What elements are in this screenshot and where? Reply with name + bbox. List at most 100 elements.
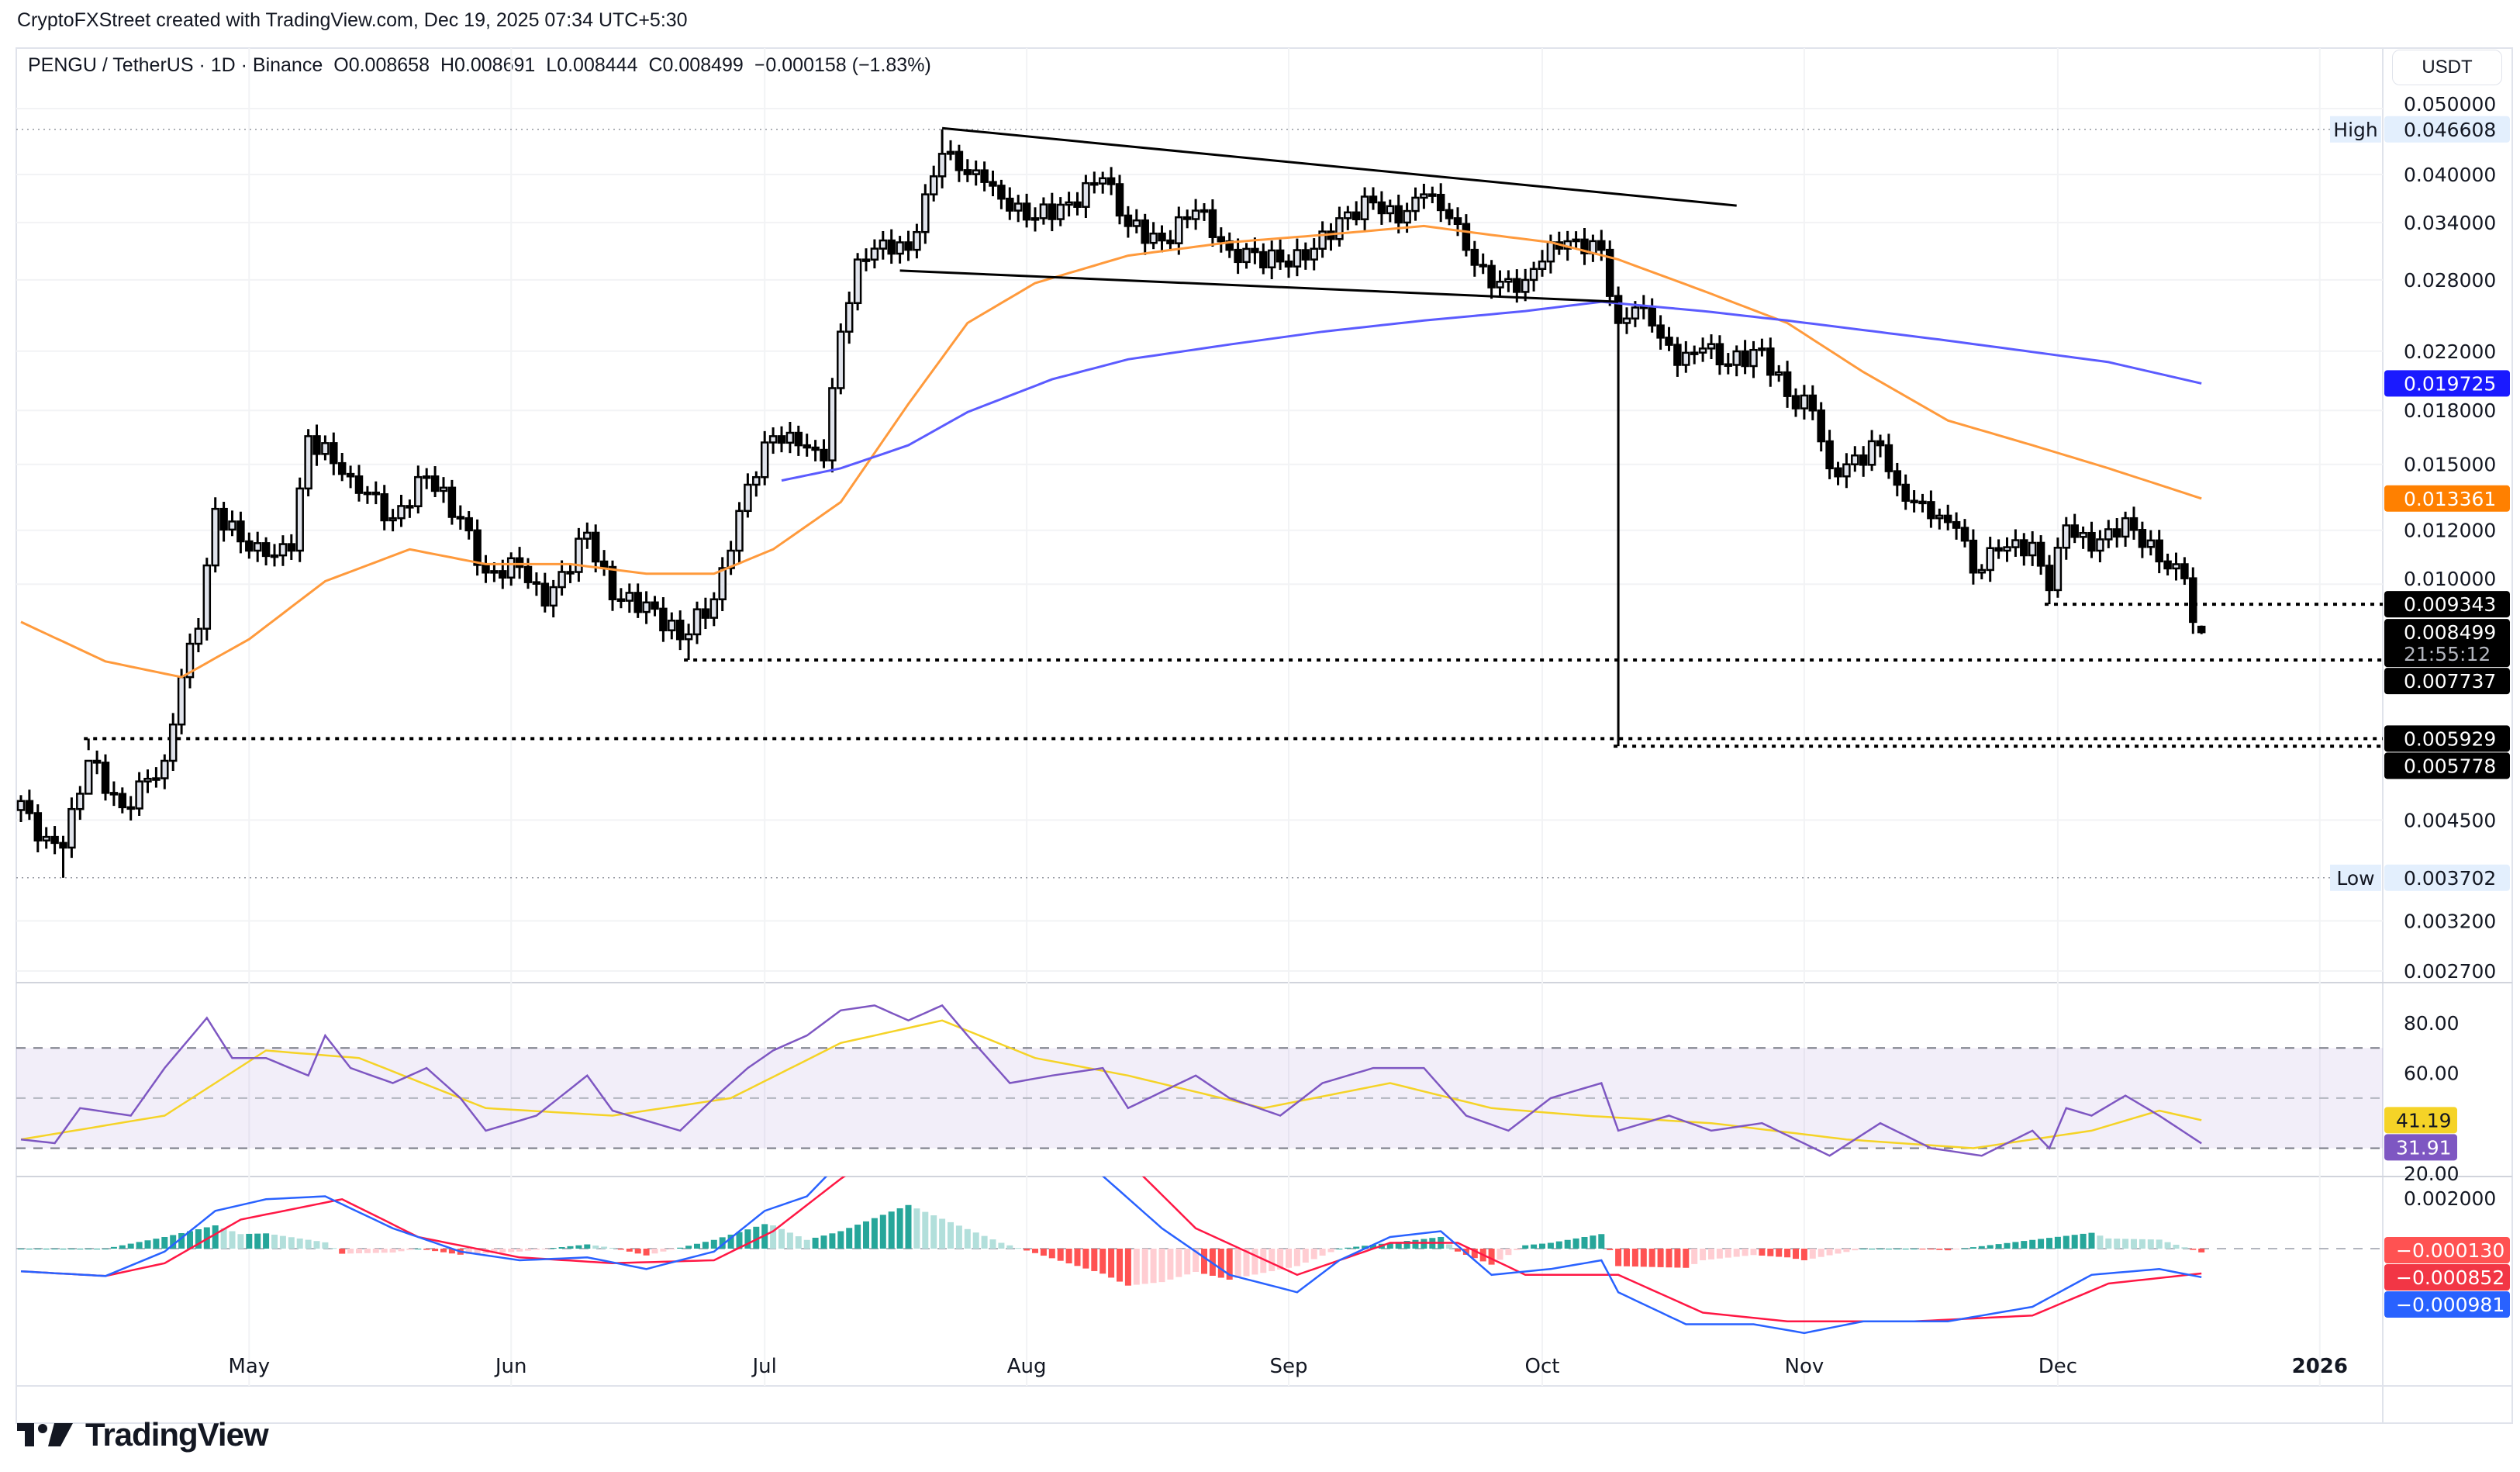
candle-body (1749, 348, 1758, 368)
candle-body (583, 531, 592, 540)
candle-body (2104, 528, 2113, 541)
macd-histogram-bar (2088, 1232, 2095, 1249)
chart-frame (16, 47, 2513, 1424)
macd-histogram-bar (913, 1208, 920, 1249)
candle-body (2146, 539, 2156, 548)
candle (1707, 334, 1716, 359)
candle (2020, 533, 2028, 566)
candle (245, 532, 254, 559)
candle (1386, 199, 1395, 223)
macd-histogram-bar (1243, 1249, 1250, 1277)
candle (1758, 338, 1766, 357)
candle (321, 435, 330, 461)
macd-histogram-bar (1522, 1245, 1529, 1249)
candle (954, 144, 964, 182)
candle-body (937, 153, 947, 178)
candle-body (2155, 539, 2163, 563)
candle-body (972, 169, 980, 175)
candle (1943, 504, 1952, 530)
candle-body (1420, 193, 1428, 199)
candle-body (946, 150, 955, 155)
time-axis-label: May (228, 1355, 270, 1378)
candle-body (1175, 216, 1183, 244)
macd-histogram-bar (356, 1249, 362, 1254)
candle (1732, 345, 1741, 377)
candle-body (1115, 183, 1124, 217)
candle-body (1546, 241, 1555, 263)
macd-histogram-bar (964, 1228, 971, 1249)
macd-histogram-bar (2097, 1235, 2104, 1249)
macd-histogram-bar (854, 1225, 861, 1249)
candle-body (744, 483, 752, 513)
macd-histogram-bar (592, 1246, 599, 1249)
macd-line (20, 1177, 2202, 1335)
candle (625, 583, 634, 613)
macd-histogram-bar (448, 1249, 455, 1254)
macd-histogram-bar (2139, 1239, 2145, 1249)
macd-histogram-bar (1302, 1249, 1309, 1263)
candle-body (422, 475, 431, 479)
candle-body (430, 475, 440, 492)
candle-body (1842, 463, 1851, 478)
candle (2087, 521, 2096, 558)
candle-body (380, 493, 388, 522)
macd-histogram-bar (1455, 1249, 1461, 1252)
price-axis-label: 0.050000 (2404, 93, 2496, 116)
candle-body (844, 302, 854, 333)
candle (844, 291, 854, 344)
candle-body (2189, 577, 2197, 624)
candle (2062, 517, 2071, 560)
candle (591, 524, 600, 572)
macd-histogram-bar (1496, 1249, 1503, 1260)
candle (152, 767, 161, 788)
candle-body (853, 258, 862, 305)
macd-histogram-bar (727, 1234, 734, 1249)
macd-histogram-bar (634, 1249, 641, 1254)
macd-histogram-bar (922, 1211, 929, 1249)
candle (1986, 537, 1994, 582)
macd-histogram-bar (626, 1249, 633, 1252)
candle-body (2180, 563, 2189, 579)
macd-histogram-bar (1784, 1249, 1791, 1258)
trendline-channel-lower (899, 269, 1619, 303)
macd-histogram-bar (1048, 1249, 1055, 1259)
macd-histogram-bar (508, 1249, 515, 1253)
candle-body (1487, 264, 1496, 289)
macd-signal-tag: −0.000852 (2396, 1266, 2504, 1289)
candle-body (904, 241, 913, 251)
candle-body (1766, 347, 1775, 376)
macd-histogram-bar (2029, 1239, 2036, 1249)
macd-histogram-bar (981, 1235, 988, 1249)
tradingview-logo[interactable]: TradingView (17, 1416, 269, 1453)
macd-histogram-bar (1234, 1249, 1241, 1278)
candle-body (1124, 214, 1133, 227)
candle (1960, 519, 1969, 548)
candle (346, 465, 355, 489)
candle (1428, 186, 1437, 204)
candle-body (312, 435, 321, 455)
macd-histogram-bar (1555, 1241, 1562, 1249)
candle (1141, 213, 1149, 255)
candle-body (963, 169, 972, 175)
macd-histogram-bar (1310, 1249, 1317, 1259)
candle (447, 479, 457, 525)
candle-body (1073, 201, 1082, 208)
candle (1808, 385, 1818, 420)
macd-histogram-bar (1471, 1249, 1478, 1259)
currency-button[interactable]: USDT (2392, 50, 2502, 85)
candle-body (1741, 350, 1749, 368)
candle (67, 797, 76, 859)
high-value: H0.008691 (440, 54, 536, 76)
symbol-label[interactable]: PENGU / TetherUS · 1D · Binance (28, 54, 323, 76)
macd-histogram-bar (1175, 1249, 1182, 1277)
candle-body (143, 777, 152, 783)
candle-body (1496, 281, 1504, 289)
candle-body (1006, 197, 1014, 212)
macd-histogram-bar (1657, 1249, 1664, 1267)
macd-histogram-bar (406, 1249, 413, 1250)
candle (1656, 315, 1665, 350)
candle-body (439, 486, 448, 492)
candle-body (1960, 527, 1969, 542)
candle-body (1090, 181, 1099, 186)
